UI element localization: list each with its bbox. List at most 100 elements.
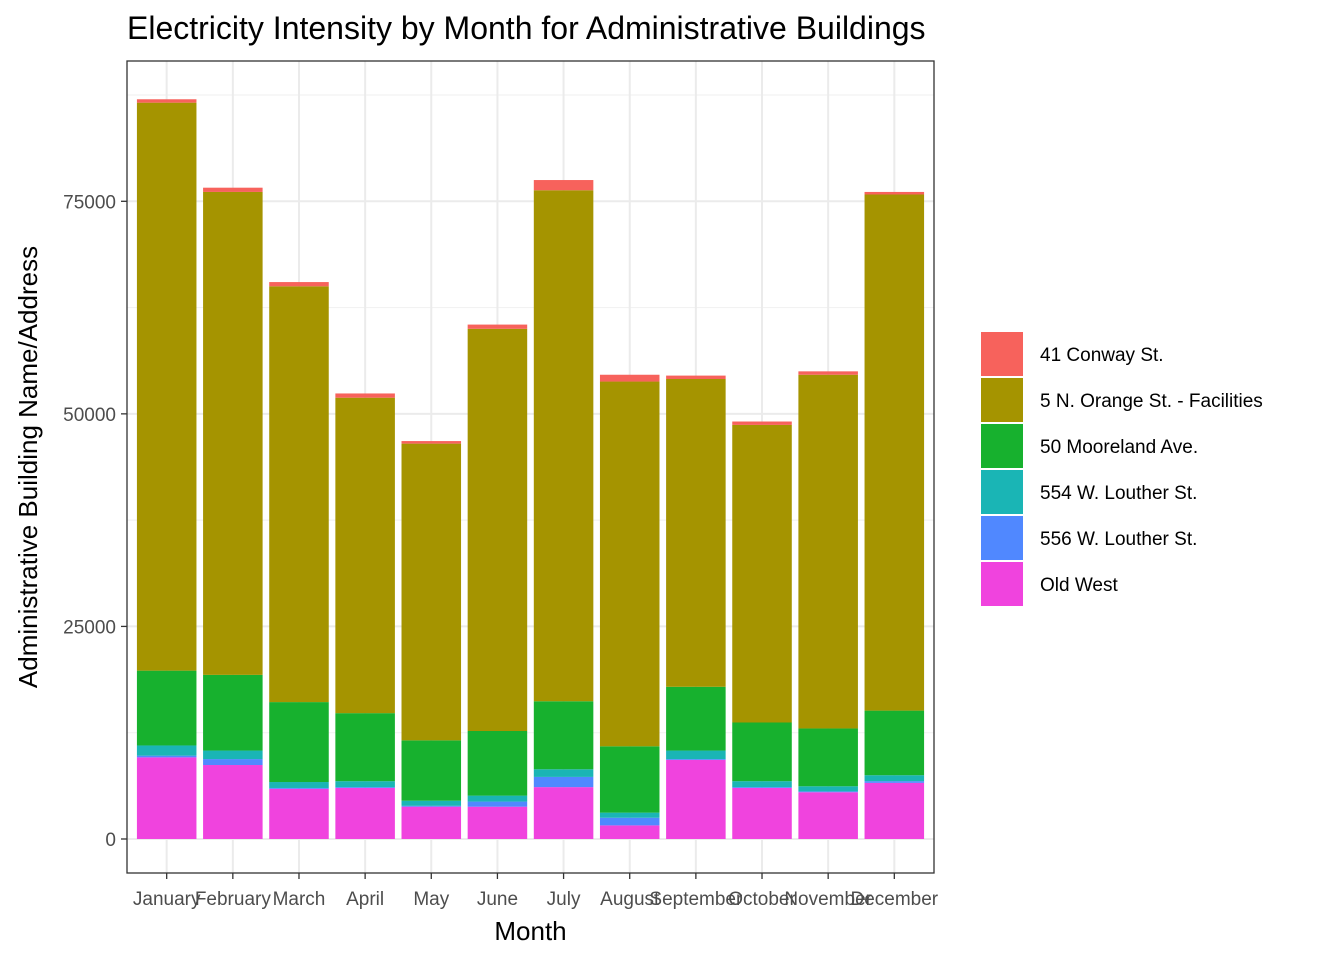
bar-september-5-n-orange-st-facilities (666, 378, 726, 687)
bar-april-5-n-orange-st-facilities (335, 397, 395, 714)
bar-may-50-mooreland-ave (401, 740, 462, 801)
bar-may-old-west (401, 806, 462, 839)
bar-september-41-conway-st (666, 375, 726, 379)
bar-september-554-w-louther-st (666, 750, 726, 760)
bar-july-5-n-orange-st-facilities (533, 190, 594, 702)
bar-november-556-w-louther-st (798, 791, 858, 793)
bar-october-556-w-louther-st (732, 787, 792, 788)
chart-title: Electricity Intensity by Month for Admin… (127, 10, 926, 46)
bar-february-50-mooreland-ave (203, 674, 263, 751)
legend-key-41-conway-st (981, 332, 1023, 376)
bar-march-556-w-louther-st (269, 787, 329, 789)
bar-november-old-west (798, 792, 858, 839)
x-axis-title: Month (494, 916, 566, 946)
bar-january-41-conway-st (136, 99, 197, 103)
x-tick-label-december: December (850, 889, 938, 910)
bar-march-50-mooreland-ave (269, 702, 329, 783)
bar-may-554-w-louther-st (401, 800, 462, 806)
legend-label-554-w-louther-st: 554 W. Louther St. (1040, 483, 1197, 504)
bar-november-554-w-louther-st (798, 786, 858, 792)
bar-august-556-w-louther-st (599, 817, 660, 826)
bar-april-554-w-louther-st (335, 781, 395, 788)
bar-july-50-mooreland-ave (533, 701, 594, 770)
bar-may-41-conway-st (401, 441, 462, 444)
legend-key-50-mooreland-ave (981, 424, 1023, 468)
y-tick-label: 75000 (63, 192, 116, 213)
bar-february-5-n-orange-st-facilities (203, 191, 263, 675)
x-tick-label-october: October (728, 889, 796, 910)
bar-june-41-conway-st (467, 324, 528, 329)
bar-january-50-mooreland-ave (136, 670, 197, 746)
x-tick-label-august: August (600, 889, 660, 910)
x-tick-label-november: November (784, 889, 872, 910)
legend: 41 Conway St. 5 N. Orange St. - Facilitie… (981, 332, 1263, 606)
legend-label-556-w-louther-st: 556 W. Louther St. (1040, 529, 1197, 550)
bar-june-556-w-louther-st (467, 801, 528, 807)
bar-september-50-mooreland-ave (666, 686, 726, 751)
legend-label-50-mooreland-ave: 50 Mooreland Ave. (1040, 437, 1198, 458)
bar-may-5-n-orange-st-facilities (401, 443, 462, 741)
bar-november-50-mooreland-ave (798, 728, 858, 787)
y-tick-label: 50000 (63, 405, 116, 426)
x-tick-label-february: February (195, 889, 272, 910)
bar-january-old-west (136, 757, 197, 839)
bar-march-554-w-louther-st (269, 782, 329, 788)
bar-december-old-west (864, 782, 925, 839)
legend-key-556-w-louther-st (981, 516, 1023, 560)
x-tick-label-september: September (649, 889, 743, 910)
bar-june-old-west (467, 806, 528, 839)
bar-april-50-mooreland-ave (335, 713, 395, 782)
legend-key-554-w-louther-st (981, 470, 1023, 514)
x-tick-label-may: May (413, 889, 449, 910)
bar-august-554-w-louther-st (599, 812, 660, 818)
bar-july-556-w-louther-st (533, 776, 594, 788)
x-tick-label-july: July (547, 889, 581, 910)
bar-february-old-west (203, 765, 263, 839)
legend-label-41-conway-st: 41 Conway St. (1040, 345, 1164, 366)
bar-november-5-n-orange-st-facilities (798, 374, 858, 729)
bar-october-41-conway-st (732, 421, 792, 425)
x-tick-label-march: March (273, 889, 326, 910)
y-tick-label: 25000 (63, 617, 116, 638)
bar-march-41-conway-st (269, 282, 329, 287)
bar-october-old-west (732, 787, 792, 839)
bar-december-41-conway-st (864, 191, 925, 195)
y-tick-label: 0 (105, 830, 116, 851)
x-tick-label-june: June (477, 889, 518, 910)
bar-april-556-w-louther-st (335, 787, 395, 788)
bar-october-50-mooreland-ave (732, 722, 792, 782)
legend-key-old-west (981, 562, 1023, 606)
bar-september-old-west (666, 759, 726, 839)
legend-label-5-n-orange-st-facilities: 5 N. Orange St. - Facilities (1040, 391, 1263, 412)
bar-december-50-mooreland-ave (864, 710, 925, 776)
bar-february-556-w-louther-st (203, 759, 263, 766)
bar-july-554-w-louther-st (533, 769, 594, 777)
bar-august-41-conway-st (599, 374, 660, 382)
x-tick-label-april: April (346, 889, 384, 910)
bar-august-5-n-orange-st-facilities (599, 381, 660, 747)
x-tick-label-january: January (133, 889, 201, 910)
bar-october-5-n-orange-st-facilities (732, 424, 792, 723)
plot-panel-border (126, 60, 935, 874)
bar-september-556-w-louther-st (666, 759, 726, 760)
bar-may-556-w-louther-st (401, 805, 462, 807)
bar-january-554-w-louther-st (136, 745, 197, 756)
bar-june-554-w-louther-st (467, 795, 528, 802)
legend-key-5-n-orange-st-facilities (981, 378, 1023, 422)
bar-april-old-west (335, 787, 395, 839)
bar-february-41-conway-st (203, 187, 263, 192)
y-axis-title: Administrative Building Name/Address (13, 246, 43, 688)
bar-january-5-n-orange-st-facilities (136, 102, 197, 671)
bar-march-5-n-orange-st-facilities (269, 286, 329, 703)
bar-june-50-mooreland-ave (467, 731, 528, 796)
legend-label-old-west: Old West (1040, 575, 1119, 596)
bar-december-5-n-orange-st-facilities (864, 194, 925, 711)
bar-october-554-w-louther-st (732, 781, 792, 788)
bar-january-556-w-louther-st (136, 755, 197, 758)
bar-february-554-w-louther-st (203, 750, 263, 760)
bar-march-old-west (269, 788, 329, 839)
bar-july-old-west (533, 787, 594, 839)
bar-april-41-conway-st (335, 393, 395, 398)
bar-november-41-conway-st (798, 371, 858, 375)
